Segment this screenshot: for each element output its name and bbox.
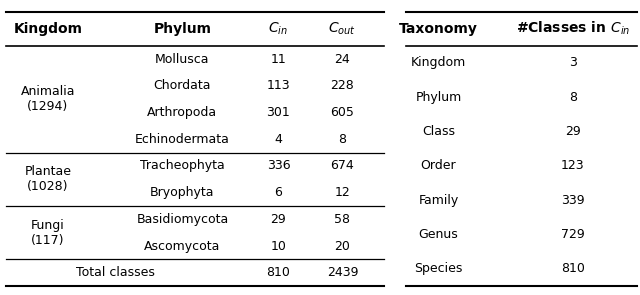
Text: 6: 6	[275, 186, 282, 199]
Text: Ascomycota: Ascomycota	[144, 240, 221, 253]
Text: 810: 810	[561, 263, 585, 276]
Text: 58: 58	[335, 213, 351, 226]
Text: Plantae: Plantae	[24, 165, 72, 178]
Text: Total classes: Total classes	[76, 266, 155, 279]
Text: 29: 29	[271, 213, 286, 226]
Text: Taxonomy: Taxonomy	[399, 22, 478, 36]
Text: 123: 123	[561, 159, 584, 173]
Text: Arthropoda: Arthropoda	[147, 106, 218, 119]
Text: Order: Order	[420, 159, 456, 173]
Text: 729: 729	[561, 228, 585, 241]
Text: 8: 8	[339, 133, 346, 146]
Text: 20: 20	[335, 240, 350, 253]
Text: Genus: Genus	[419, 228, 458, 241]
Text: Animalia: Animalia	[20, 85, 76, 98]
Text: 12: 12	[335, 186, 350, 199]
Text: 24: 24	[335, 53, 350, 65]
Text: 336: 336	[267, 159, 290, 173]
Text: Phylum: Phylum	[154, 22, 211, 36]
Text: 810: 810	[266, 266, 291, 279]
Text: 8: 8	[569, 91, 577, 104]
Text: Fungi: Fungi	[31, 219, 65, 232]
Text: $C_{in}$: $C_{in}$	[268, 21, 289, 37]
Text: #Classes in $C_{in}$: #Classes in $C_{in}$	[516, 20, 630, 37]
Text: 3: 3	[569, 56, 577, 69]
Text: Class: Class	[422, 125, 455, 138]
Text: (117): (117)	[31, 234, 65, 247]
Text: Bryophyta: Bryophyta	[150, 186, 214, 199]
Text: Mollusca: Mollusca	[155, 53, 210, 65]
Text: Echinodermata: Echinodermata	[135, 133, 230, 146]
Text: 4: 4	[275, 133, 282, 146]
Text: Phylum: Phylum	[415, 91, 461, 104]
Text: 674: 674	[330, 159, 355, 173]
Text: Kingdom: Kingdom	[411, 56, 466, 69]
Text: 339: 339	[561, 194, 584, 207]
Text: 2439: 2439	[326, 266, 358, 279]
Text: (1028): (1028)	[28, 180, 68, 193]
Text: Species: Species	[414, 263, 463, 276]
Text: 113: 113	[267, 79, 290, 92]
Text: Basidiomycota: Basidiomycota	[136, 213, 228, 226]
Text: Chordata: Chordata	[154, 79, 211, 92]
Text: (1294): (1294)	[28, 100, 68, 113]
Text: $C_{out}$: $C_{out}$	[328, 21, 356, 37]
Text: Tracheophyta: Tracheophyta	[140, 159, 225, 173]
Text: 301: 301	[266, 106, 291, 119]
Text: 10: 10	[271, 240, 286, 253]
Text: Family: Family	[419, 194, 458, 207]
Text: Kingdom: Kingdom	[13, 22, 83, 36]
Text: 29: 29	[565, 125, 580, 138]
Text: 228: 228	[330, 79, 355, 92]
Text: 11: 11	[271, 53, 286, 65]
Text: 605: 605	[330, 106, 355, 119]
